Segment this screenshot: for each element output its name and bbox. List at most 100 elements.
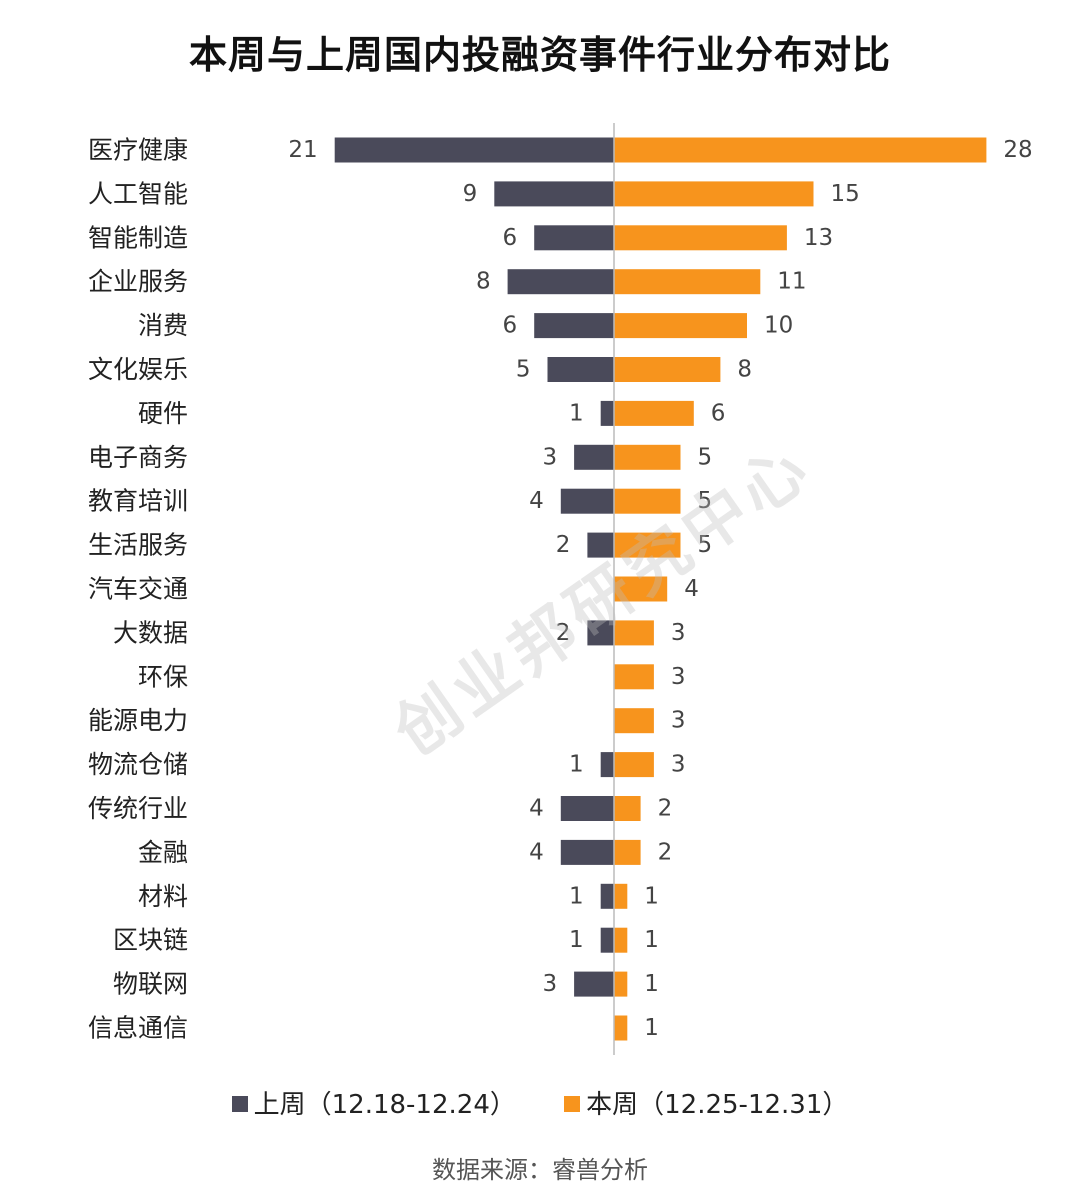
value-label-this-week: 1 bbox=[644, 1015, 659, 1041]
bar-this-week bbox=[614, 972, 627, 997]
bar-this-week bbox=[614, 928, 627, 953]
value-label-last-week: 9 bbox=[463, 181, 478, 207]
bar-last-week bbox=[534, 313, 614, 338]
bar-this-week bbox=[614, 1016, 627, 1041]
bar-this-week bbox=[614, 401, 694, 426]
legend-label-this-week: 本周（12.25-12.31） bbox=[586, 1090, 848, 1120]
category-label: 医疗健康 bbox=[88, 136, 188, 165]
value-label-this-week: 5 bbox=[698, 488, 713, 514]
value-label-last-week: 1 bbox=[569, 752, 584, 778]
category-label: 汽车交通 bbox=[88, 575, 188, 604]
legend-label-last-week: 上周（12.18-12.24） bbox=[254, 1090, 516, 1120]
category-label: 电子商务 bbox=[88, 443, 188, 472]
value-label-last-week: 2 bbox=[556, 532, 571, 558]
value-label-this-week: 2 bbox=[658, 839, 673, 865]
legend-swatch-this-week bbox=[564, 1096, 580, 1112]
category-label: 人工智能 bbox=[88, 179, 188, 208]
bar-this-week bbox=[614, 269, 760, 294]
bar-this-week bbox=[614, 445, 681, 470]
category-label: 大数据 bbox=[113, 618, 188, 647]
value-label-last-week: 2 bbox=[556, 620, 571, 646]
source-note: 数据来源：睿兽分析 bbox=[0, 1150, 1080, 1185]
bar-chart: 医疗健康 21 28人工智能 9 15智能制造 6 13企业服务 8 11消费 6 10文化娱乐 5 8… bbox=[0, 0, 1080, 1194]
value-label-this-week: 11 bbox=[777, 269, 806, 295]
bar-this-week bbox=[614, 708, 654, 733]
category-label: 硬件 bbox=[138, 399, 188, 428]
value-label-last-week: 3 bbox=[542, 971, 557, 997]
value-label-last-week: 1 bbox=[569, 927, 584, 953]
value-label-this-week: 1 bbox=[644, 927, 659, 953]
category-label: 环保 bbox=[138, 662, 188, 691]
bar-this-week bbox=[614, 664, 654, 689]
bar-this-week bbox=[614, 181, 814, 206]
value-label-this-week: 13 bbox=[804, 225, 833, 251]
bar-last-week bbox=[534, 225, 614, 250]
category-label: 传统行业 bbox=[88, 794, 188, 823]
bar-last-week bbox=[574, 972, 614, 997]
value-label-this-week: 28 bbox=[1003, 137, 1032, 163]
bar-this-week bbox=[614, 533, 681, 558]
category-label: 物流仓储 bbox=[88, 750, 188, 779]
value-label-last-week: 6 bbox=[503, 313, 518, 339]
bar-last-week bbox=[335, 138, 614, 163]
value-label-last-week: 8 bbox=[476, 269, 491, 295]
category-label: 材料 bbox=[138, 882, 188, 911]
category-label: 物联网 bbox=[113, 970, 188, 999]
value-label-this-week: 5 bbox=[698, 532, 713, 558]
legend-item-last-week: 上周（12.18-12.24） bbox=[232, 1084, 516, 1121]
bar-last-week bbox=[548, 357, 615, 382]
value-label-this-week: 6 bbox=[711, 400, 726, 426]
bar-last-week bbox=[494, 181, 614, 206]
category-label: 智能制造 bbox=[88, 223, 188, 252]
value-label-this-week: 3 bbox=[671, 752, 686, 778]
bar-this-week bbox=[614, 489, 681, 514]
value-label-this-week: 1 bbox=[644, 883, 659, 909]
value-label-this-week: 3 bbox=[671, 620, 686, 646]
value-label-last-week: 4 bbox=[529, 488, 544, 514]
category-label: 文化娱乐 bbox=[88, 355, 188, 384]
value-label-this-week: 2 bbox=[658, 796, 673, 822]
bar-this-week bbox=[614, 796, 641, 821]
bar-last-week bbox=[561, 840, 614, 865]
value-label-last-week: 5 bbox=[516, 357, 531, 383]
value-label-last-week: 21 bbox=[288, 137, 317, 163]
legend-item-this-week: 本周（12.25-12.31） bbox=[564, 1084, 848, 1121]
bar-this-week bbox=[614, 138, 986, 163]
bar-this-week bbox=[614, 577, 667, 602]
value-label-this-week: 10 bbox=[764, 313, 793, 339]
bar-this-week bbox=[614, 225, 787, 250]
bar-last-week bbox=[601, 752, 614, 777]
bar-last-week bbox=[601, 884, 614, 909]
value-label-this-week: 4 bbox=[684, 576, 699, 602]
bar-last-week bbox=[561, 489, 614, 514]
bar-last-week bbox=[587, 620, 614, 645]
bar-last-week bbox=[601, 401, 614, 426]
value-label-this-week: 15 bbox=[831, 181, 860, 207]
value-label-this-week: 5 bbox=[698, 444, 713, 470]
bar-this-week bbox=[614, 752, 654, 777]
value-label-last-week: 4 bbox=[529, 796, 544, 822]
bar-this-week bbox=[614, 313, 747, 338]
category-label: 金融 bbox=[138, 838, 188, 867]
bar-this-week bbox=[614, 840, 641, 865]
category-label: 生活服务 bbox=[88, 531, 188, 560]
bar-last-week bbox=[574, 445, 614, 470]
value-label-this-week: 8 bbox=[737, 357, 752, 383]
bar-last-week bbox=[508, 269, 614, 294]
category-label: 教育培训 bbox=[88, 487, 188, 516]
bar-last-week bbox=[561, 796, 614, 821]
bar-this-week bbox=[614, 620, 654, 645]
value-label-last-week: 3 bbox=[542, 444, 557, 470]
category-label: 能源电力 bbox=[88, 706, 188, 735]
bar-last-week bbox=[587, 533, 614, 558]
value-label-this-week: 3 bbox=[671, 664, 686, 690]
value-label-last-week: 4 bbox=[529, 839, 544, 865]
category-label: 消费 bbox=[138, 311, 188, 340]
bar-this-week bbox=[614, 357, 720, 382]
value-label-last-week: 6 bbox=[503, 225, 518, 251]
category-label: 区块链 bbox=[113, 926, 188, 955]
category-label: 信息通信 bbox=[88, 1014, 188, 1043]
bar-last-week bbox=[601, 928, 614, 953]
legend-swatch-last-week bbox=[232, 1096, 248, 1112]
value-label-last-week: 1 bbox=[569, 883, 584, 909]
